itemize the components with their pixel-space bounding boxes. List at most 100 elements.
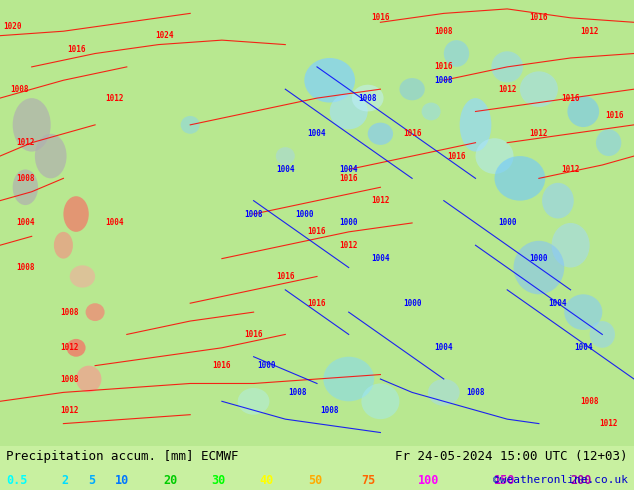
Ellipse shape <box>238 388 269 415</box>
Text: ©weatheronline.co.uk: ©weatheronline.co.uk <box>493 475 628 485</box>
Ellipse shape <box>542 183 574 219</box>
Ellipse shape <box>428 379 460 406</box>
Ellipse shape <box>520 72 558 107</box>
Text: 1016: 1016 <box>276 272 295 281</box>
Text: 1008: 1008 <box>358 94 377 102</box>
Text: 1008: 1008 <box>16 174 35 183</box>
Ellipse shape <box>596 129 621 156</box>
Ellipse shape <box>564 294 602 330</box>
Ellipse shape <box>444 40 469 67</box>
Ellipse shape <box>330 94 368 129</box>
Text: Precipitation accum. [mm] ECMWF: Precipitation accum. [mm] ECMWF <box>6 450 239 464</box>
Ellipse shape <box>304 58 355 102</box>
Text: 1016: 1016 <box>561 94 580 102</box>
Text: 1004: 1004 <box>276 165 295 174</box>
Ellipse shape <box>552 223 590 268</box>
Text: 2: 2 <box>62 474 69 487</box>
Ellipse shape <box>13 170 38 205</box>
Ellipse shape <box>361 384 399 419</box>
Ellipse shape <box>276 147 295 165</box>
Ellipse shape <box>13 98 51 151</box>
Text: 1004: 1004 <box>548 299 567 308</box>
Text: 1008: 1008 <box>434 76 453 85</box>
Text: 0.5: 0.5 <box>6 474 28 487</box>
Text: 1012: 1012 <box>16 138 35 147</box>
Text: 1012: 1012 <box>498 85 517 94</box>
Ellipse shape <box>491 51 523 82</box>
Text: 1016: 1016 <box>307 227 327 236</box>
Text: 1008: 1008 <box>580 397 599 406</box>
Text: 1016: 1016 <box>403 129 422 138</box>
Text: 1008: 1008 <box>320 406 339 415</box>
Text: 1004: 1004 <box>574 343 593 352</box>
Text: 40: 40 <box>260 474 274 487</box>
Text: 1016: 1016 <box>447 151 466 161</box>
Ellipse shape <box>54 232 73 259</box>
Ellipse shape <box>460 98 491 151</box>
Ellipse shape <box>35 134 67 178</box>
Ellipse shape <box>76 366 101 392</box>
Text: 1012: 1012 <box>599 419 618 428</box>
Text: 1008: 1008 <box>60 308 79 317</box>
Text: 1012: 1012 <box>371 196 390 205</box>
Ellipse shape <box>181 116 200 134</box>
Text: 1008: 1008 <box>288 388 307 397</box>
Text: 1016: 1016 <box>244 330 263 339</box>
Text: 10: 10 <box>115 474 129 487</box>
Ellipse shape <box>70 265 95 288</box>
Text: 50: 50 <box>308 474 322 487</box>
Ellipse shape <box>590 321 615 348</box>
Text: 1016: 1016 <box>434 62 453 72</box>
Text: 1012: 1012 <box>580 27 599 36</box>
Text: 1004: 1004 <box>307 129 327 138</box>
Text: 1016: 1016 <box>529 13 548 23</box>
Text: Fr 24-05-2024 15:00 UTC (12+03): Fr 24-05-2024 15:00 UTC (12+03) <box>395 450 628 464</box>
Text: 20: 20 <box>164 474 178 487</box>
Ellipse shape <box>567 96 599 127</box>
Text: 30: 30 <box>212 474 226 487</box>
Text: 1000: 1000 <box>498 219 517 227</box>
Ellipse shape <box>476 138 514 174</box>
Text: 5: 5 <box>89 474 96 487</box>
Ellipse shape <box>63 196 89 232</box>
Text: 1016: 1016 <box>371 13 390 23</box>
Text: 1012: 1012 <box>60 343 79 352</box>
Ellipse shape <box>422 102 441 121</box>
Ellipse shape <box>368 122 393 145</box>
Text: 1004: 1004 <box>434 343 453 352</box>
Text: 1012: 1012 <box>60 406 79 415</box>
Ellipse shape <box>86 303 105 321</box>
Text: 1024: 1024 <box>155 31 174 40</box>
Text: 1008: 1008 <box>466 388 485 397</box>
Text: 1008: 1008 <box>60 374 79 384</box>
Text: 75: 75 <box>361 474 375 487</box>
Text: 1000: 1000 <box>339 219 358 227</box>
Text: 1008: 1008 <box>244 210 263 219</box>
Text: 1004: 1004 <box>16 219 35 227</box>
Text: 100: 100 <box>418 474 439 487</box>
Ellipse shape <box>399 78 425 100</box>
Text: 200: 200 <box>571 474 592 487</box>
Text: 1000: 1000 <box>257 361 276 370</box>
Text: 1004: 1004 <box>371 254 390 263</box>
Text: 1016: 1016 <box>605 111 624 121</box>
Text: 1000: 1000 <box>295 210 314 219</box>
Text: 1012: 1012 <box>339 241 358 250</box>
Text: 1012: 1012 <box>561 165 580 174</box>
Ellipse shape <box>495 156 545 201</box>
Text: 1012: 1012 <box>529 129 548 138</box>
Ellipse shape <box>352 85 384 112</box>
Ellipse shape <box>67 339 86 357</box>
Ellipse shape <box>514 241 564 294</box>
Text: 1020: 1020 <box>3 22 22 31</box>
Text: 1004: 1004 <box>339 165 358 174</box>
Text: 1000: 1000 <box>529 254 548 263</box>
Text: 1012: 1012 <box>105 94 124 102</box>
Text: 1016: 1016 <box>212 361 231 370</box>
Text: 1008: 1008 <box>10 85 29 94</box>
Text: 1000: 1000 <box>403 299 422 308</box>
FancyBboxPatch shape <box>0 0 634 446</box>
Text: 150: 150 <box>495 474 515 487</box>
Text: 1004: 1004 <box>105 219 124 227</box>
Text: 1016: 1016 <box>67 45 86 53</box>
